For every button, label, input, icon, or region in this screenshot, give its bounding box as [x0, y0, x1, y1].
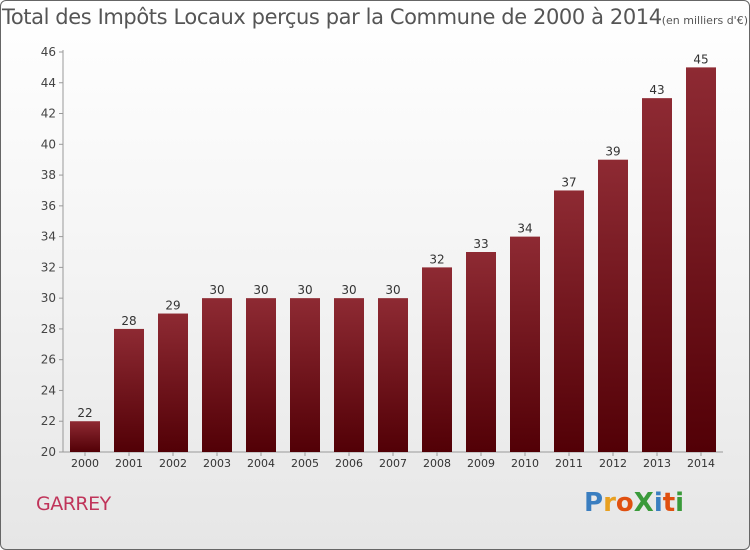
- y-tick-label: 24: [41, 383, 56, 397]
- x-tick-label: 2009: [467, 457, 495, 470]
- x-tick-label: 2006: [335, 457, 363, 470]
- bar: [554, 190, 584, 452]
- bar-value-label: 33: [473, 237, 488, 251]
- y-tick-label: 26: [41, 353, 56, 367]
- x-tick-label: 2000: [71, 457, 99, 470]
- bar-value-label: 29: [165, 299, 180, 313]
- bar-value-label: 37: [561, 175, 576, 189]
- chart-title: Total des Impôts Locaux perçus par la Co…: [1, 5, 662, 29]
- chart-unit: (en milliers d'€): [661, 14, 748, 27]
- bar: [422, 267, 452, 452]
- y-tick-label: 36: [41, 199, 56, 213]
- bar: [378, 298, 408, 452]
- bar: [466, 252, 496, 452]
- y-tick-label: 32: [41, 260, 56, 274]
- chart-bars: [70, 67, 716, 453]
- x-tick-label: 2011: [555, 457, 583, 470]
- x-tick-label: 2002: [159, 457, 187, 470]
- y-tick-label: 38: [41, 168, 56, 182]
- bar: [246, 298, 276, 452]
- x-tick-label: 2010: [511, 457, 539, 470]
- bar-value-label: 30: [341, 283, 356, 297]
- y-tick-label: 30: [41, 291, 56, 305]
- bar-value-label: 32: [429, 252, 444, 266]
- x-tick-label: 2008: [423, 457, 451, 470]
- bar-value-label: 34: [517, 222, 532, 236]
- x-tick-label: 2003: [203, 457, 231, 470]
- x-tick-label: 2001: [115, 457, 143, 470]
- y-tick-label: 40: [41, 137, 56, 151]
- commune-name: GARREY: [36, 493, 111, 515]
- bar: [70, 421, 100, 452]
- bar-value-label: 30: [385, 283, 400, 297]
- chart-axes: 20 22 24 26 28 30 32 34 36 38 40 42 44 46 2000 2001 2002…: [41, 45, 723, 470]
- bar: [290, 298, 320, 452]
- x-tick-label: 2014: [687, 457, 715, 470]
- logo-letter: r: [603, 488, 616, 518]
- bar: [202, 298, 232, 452]
- logo-letter: o: [615, 488, 634, 518]
- bar-value-label: 30: [253, 283, 268, 297]
- y-tick-label: 46: [41, 45, 56, 59]
- bar-value-label: 39: [605, 145, 620, 159]
- logo-letter: i: [653, 488, 663, 518]
- bar-value-label: 28: [121, 314, 136, 328]
- y-tick-label: 42: [41, 107, 56, 121]
- logo-letter: t: [662, 488, 676, 518]
- proxiti-logo: ProXiti: [584, 488, 684, 518]
- x-tick-label: 2007: [379, 457, 407, 470]
- logo-letter: i: [675, 488, 685, 518]
- bar: [334, 298, 364, 452]
- logo-letter: X: [633, 488, 654, 518]
- bar: [642, 98, 672, 453]
- y-tick-label: 20: [41, 445, 56, 459]
- bar-value-label: 30: [297, 283, 312, 297]
- bar: [158, 313, 188, 452]
- x-tick-label: 2004: [247, 457, 275, 470]
- bar-value-label: 22: [77, 406, 92, 420]
- bar-value-label: 43: [649, 83, 664, 97]
- x-tick-label: 2005: [291, 457, 319, 470]
- bar-value-label: 45: [693, 52, 708, 66]
- bar: [510, 236, 540, 452]
- x-tick-label: 2013: [643, 457, 671, 470]
- bar: [686, 67, 716, 452]
- x-tick-label: 2012: [599, 457, 627, 470]
- y-tick-label: 28: [41, 322, 56, 336]
- chart-title-block: Total des Impôts Locaux perçus par la Co…: [1, 5, 749, 29]
- bar-value-label: 30: [209, 283, 224, 297]
- y-tick-label: 22: [41, 414, 56, 428]
- bar: [114, 328, 144, 452]
- bar: [598, 159, 628, 452]
- y-tick-label: 44: [41, 76, 56, 90]
- chart-labels: 22 28 29 30 30 30 30 30 32 33 34 37 39 43 45: [77, 52, 708, 420]
- y-tick-label: 34: [41, 230, 56, 244]
- logo-letter: P: [584, 488, 604, 518]
